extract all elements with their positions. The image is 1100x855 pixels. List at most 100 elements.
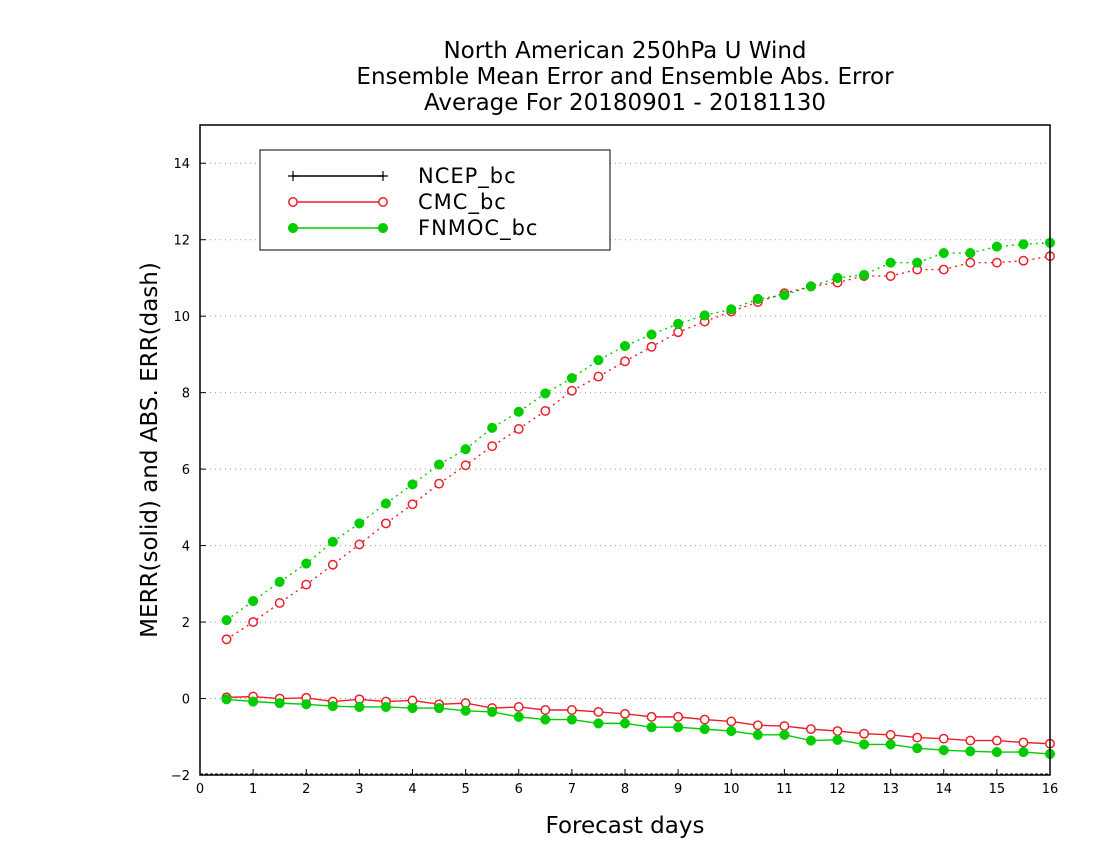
data-point (407, 703, 418, 714)
data-point (487, 706, 498, 717)
x-axis-label: Forecast days (546, 813, 705, 839)
data-point (593, 371, 604, 382)
x-tick-label: 10 (723, 782, 740, 797)
data-point (460, 460, 471, 471)
data-point (274, 698, 285, 709)
series-fnmoc-bc-solid (221, 694, 1056, 760)
x-tick-label: 0 (196, 782, 204, 797)
x-tick-label: 4 (408, 782, 416, 797)
data-point (965, 746, 976, 757)
x-tick-label: 9 (674, 782, 682, 797)
data-point (646, 341, 657, 352)
data-point (248, 696, 259, 707)
series-group (221, 237, 1056, 760)
data-point (378, 197, 388, 207)
data-point (354, 539, 365, 550)
x-tick-label: 15 (989, 782, 1006, 797)
data-point (805, 281, 816, 292)
data-point (288, 171, 298, 181)
grid (200, 162, 1050, 775)
data-point (991, 735, 1002, 746)
data-point (673, 722, 684, 733)
data-point (274, 597, 285, 608)
data-point (380, 498, 391, 509)
x-tick-label: 7 (568, 782, 576, 797)
data-point (593, 355, 604, 366)
data-point (1018, 737, 1029, 748)
legend-box (259, 149, 611, 251)
data-point (805, 724, 816, 735)
data-point (407, 499, 418, 510)
x-tick-label: 13 (882, 782, 899, 797)
x-tick-label: 14 (935, 782, 952, 797)
data-point (540, 705, 551, 715)
data-point (673, 711, 684, 722)
data-point (965, 257, 976, 268)
data-point (1018, 239, 1029, 250)
x-tick-label: 8 (621, 782, 629, 797)
x-tick-label: 16 (1042, 782, 1059, 797)
data-point (1018, 747, 1029, 758)
data-point (540, 406, 551, 416)
data-point (487, 422, 498, 433)
series-cmc-bc-dash (221, 251, 1055, 645)
data-point (327, 701, 338, 712)
data-point (221, 615, 232, 626)
data-point (646, 711, 657, 722)
data-point (354, 701, 365, 712)
data-point (726, 725, 737, 737)
data-point (620, 356, 630, 367)
data-point (1018, 255, 1029, 266)
series-fnmoc-bc-dash (221, 237, 1056, 626)
data-point (991, 257, 1002, 268)
data-point (938, 733, 949, 744)
series-line (226, 695, 1051, 745)
data-point (221, 694, 232, 705)
x-tick-label: 5 (461, 782, 469, 797)
series-line (226, 242, 1051, 621)
data-point (593, 706, 604, 717)
data-point (752, 720, 763, 731)
y-tick-label: 0 (182, 693, 190, 708)
data-point (619, 718, 631, 729)
data-point (885, 257, 896, 268)
data-point (288, 197, 298, 207)
data-point (434, 478, 445, 489)
data-point (378, 171, 388, 181)
data-point (487, 441, 498, 452)
data-point (859, 739, 870, 750)
legend-label: NCEP_bc (418, 164, 517, 189)
data-point (566, 373, 577, 384)
legend-entry-cmc-bc: CMC_bc (288, 190, 507, 215)
data-point (859, 269, 870, 280)
data-point (327, 536, 338, 547)
series-cmc-bc-solid (221, 691, 1055, 749)
y-tick-label: 14 (173, 157, 190, 172)
data-point (646, 329, 657, 340)
data-point (327, 559, 338, 570)
data-point (752, 729, 763, 740)
data-point (779, 290, 790, 301)
data-point (885, 271, 896, 281)
series-line (226, 698, 1051, 755)
data-point (274, 576, 285, 587)
data-point (566, 714, 577, 725)
x-tick-label: 1 (249, 782, 257, 797)
data-point (301, 579, 312, 590)
data-point (380, 518, 391, 529)
title-line-2: Ensemble Mean Error and Ensemble Abs. Er… (356, 64, 894, 90)
data-point (380, 701, 391, 712)
data-point (646, 722, 657, 733)
data-point (779, 729, 790, 740)
data-point (460, 444, 471, 455)
data-point (859, 728, 870, 739)
data-point (726, 716, 737, 727)
y-tick-label: 2 (182, 616, 190, 631)
data-point (593, 718, 604, 729)
chart-title: North American 250hPa U Wind Ensemble Me… (356, 38, 894, 116)
legend-label: CMC_bc (418, 190, 507, 215)
data-point (885, 729, 896, 740)
